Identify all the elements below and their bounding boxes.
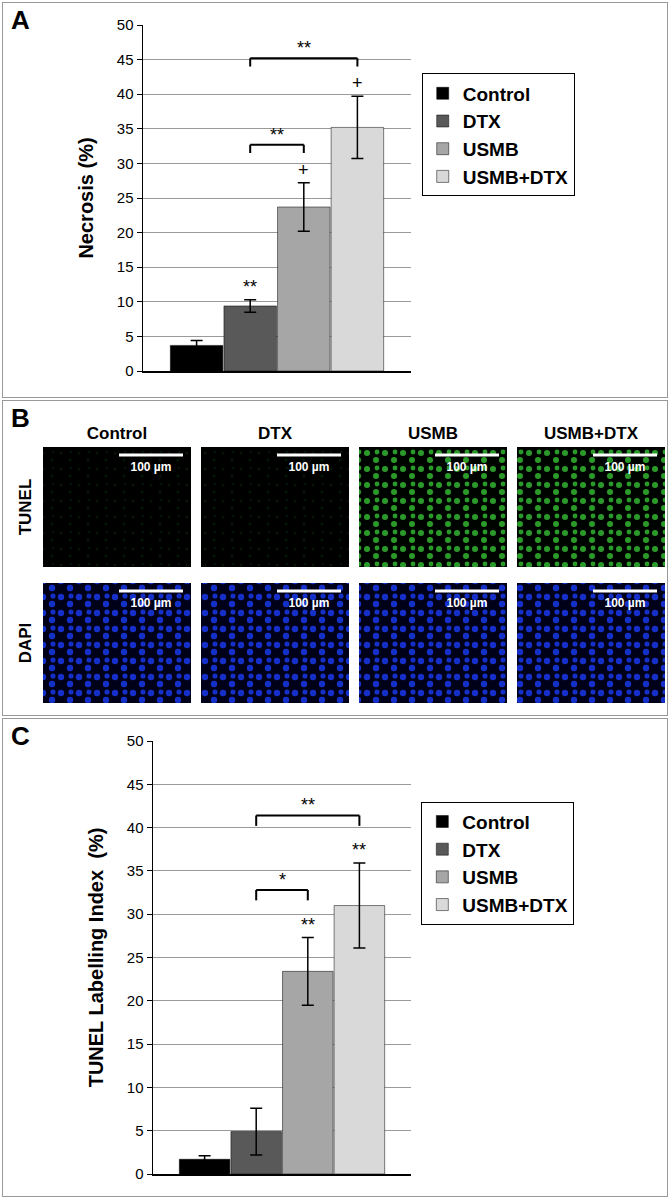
svg-text:TUNEL: TUNEL [16, 479, 35, 536]
svg-text:DAPI: DAPI [16, 623, 35, 664]
svg-text:DTX: DTX [462, 840, 500, 861]
svg-text:0: 0 [125, 362, 133, 379]
svg-text:25: 25 [117, 189, 134, 206]
svg-text:USMB: USMB [462, 867, 518, 888]
svg-text:USMB+DTX: USMB+DTX [463, 167, 568, 188]
svg-text:USMB+DTX: USMB+DTX [544, 424, 639, 443]
html-text:C: C [11, 721, 30, 751]
svg-text:**: ** [297, 38, 311, 58]
svg-text:USMB+DTX: USMB+DTX [462, 895, 567, 916]
svg-text:30: 30 [117, 155, 134, 172]
svg-text:40: 40 [117, 85, 134, 102]
svg-text:100 µm: 100 µm [605, 460, 646, 474]
html-text:A: A [11, 5, 30, 35]
svg-text:100 µm: 100 µm [131, 460, 172, 474]
svg-text:100 µm: 100 µm [289, 596, 330, 610]
svg-text:Control: Control [87, 424, 147, 443]
svg-text:USMB: USMB [408, 424, 458, 443]
svg-text:40: 40 [127, 819, 144, 836]
svg-text:25: 25 [127, 949, 144, 966]
svg-text:100 µm: 100 µm [447, 596, 488, 610]
svg-text:**: ** [352, 840, 366, 860]
svg-text:15: 15 [117, 258, 134, 275]
svg-text:20: 20 [117, 224, 134, 241]
svg-text:20: 20 [127, 992, 144, 1009]
svg-text:10: 10 [127, 1079, 144, 1096]
svg-text:**: ** [270, 125, 284, 145]
svg-text:100 µm: 100 µm [289, 460, 330, 474]
svg-text:35: 35 [127, 862, 144, 879]
html-text:B: B [11, 403, 30, 433]
svg-text:35: 35 [117, 120, 134, 137]
svg-text:**: ** [301, 795, 315, 815]
svg-text:100 µm: 100 µm [131, 596, 172, 610]
svg-text:100 µm: 100 µm [605, 596, 646, 610]
svg-text:45: 45 [117, 51, 134, 68]
svg-text:+: + [298, 160, 309, 180]
svg-text:TUNEL Labelling Index (%): TUNEL Labelling Index (%) [85, 828, 107, 1088]
svg-text:100 µm: 100 µm [447, 460, 488, 474]
svg-text:Necrosis (%): Necrosis (%) [75, 137, 97, 258]
svg-text:30: 30 [127, 905, 144, 922]
svg-text:10: 10 [117, 293, 134, 310]
svg-text:*: * [279, 870, 286, 890]
svg-text:USMB: USMB [463, 139, 519, 160]
svg-text:**: ** [301, 915, 315, 935]
svg-text:Control: Control [462, 812, 530, 833]
svg-text:45: 45 [127, 776, 144, 793]
svg-text:**: ** [243, 277, 257, 297]
svg-text:Control: Control [463, 84, 531, 105]
svg-text:DTX: DTX [258, 424, 293, 443]
svg-text:5: 5 [125, 328, 133, 345]
svg-text:15: 15 [127, 1035, 144, 1052]
svg-text:+: + [352, 73, 363, 93]
svg-text:50: 50 [117, 16, 134, 33]
svg-text:DTX: DTX [463, 111, 501, 132]
svg-text:5: 5 [135, 1122, 143, 1139]
svg-text:50: 50 [127, 732, 144, 749]
svg-text:0: 0 [135, 1165, 143, 1182]
